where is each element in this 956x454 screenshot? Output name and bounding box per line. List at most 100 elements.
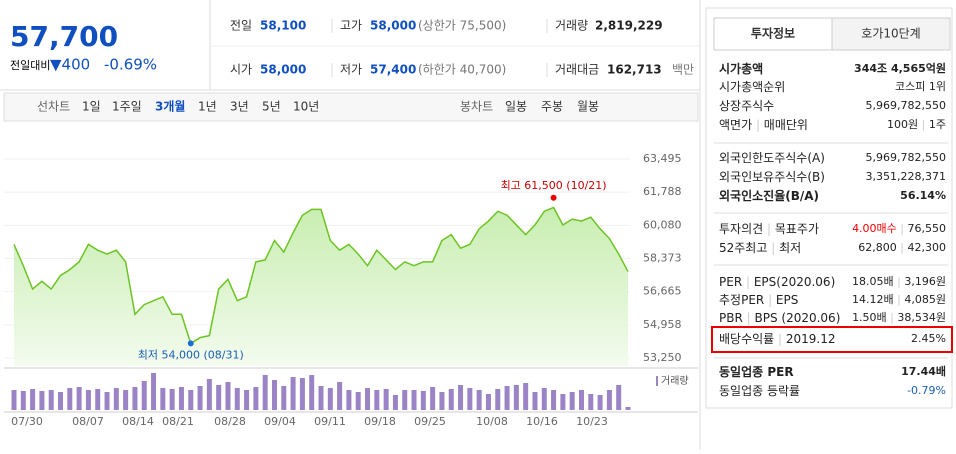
tab-label[interactable]: 투자정보 bbox=[751, 26, 795, 41]
label: 최저 bbox=[779, 241, 801, 255]
volume-bar bbox=[485, 394, 491, 410]
value: 14.12배 bbox=[852, 293, 894, 306]
summary-value: 57,400 bbox=[370, 63, 416, 77]
volume-bar bbox=[11, 390, 17, 410]
summary-value: 58,000 bbox=[260, 63, 306, 77]
volume-bar bbox=[197, 386, 203, 410]
row-label: 추정PER | EPS bbox=[719, 293, 798, 307]
volume-bar bbox=[383, 389, 389, 410]
volume-bar bbox=[392, 395, 398, 410]
value: 18.05배 bbox=[852, 275, 894, 288]
row-value: 코스피 1위 bbox=[895, 80, 946, 93]
label: 2019.12 bbox=[786, 332, 836, 346]
tab[interactable]: 1년 bbox=[198, 100, 217, 114]
volume-bar bbox=[206, 379, 212, 410]
volume-bar bbox=[467, 388, 473, 410]
tab[interactable]: 주봉 bbox=[541, 100, 563, 114]
volume-bar bbox=[271, 380, 277, 410]
label: 외국인보유주식수(B) bbox=[719, 170, 825, 184]
volume-bar bbox=[365, 388, 371, 410]
row-label: 외국인보유주식수(B) bbox=[719, 170, 825, 184]
tab[interactable]: 5년 bbox=[262, 100, 281, 114]
volume-bar bbox=[532, 392, 538, 410]
value: 56.14% bbox=[900, 189, 946, 202]
row-value: 5,969,782,550 bbox=[866, 99, 946, 112]
row-label: 상장주식수 bbox=[719, 99, 774, 113]
volume-bar bbox=[253, 387, 259, 410]
sep: | bbox=[774, 332, 786, 346]
row-value: 17.44배 bbox=[901, 364, 946, 378]
volume-bar bbox=[216, 385, 222, 410]
volume-bar bbox=[225, 382, 231, 410]
high-label: 최고 61,500 (10/21) bbox=[501, 179, 607, 192]
volume-bar bbox=[588, 394, 594, 410]
tab[interactable]: 1일 bbox=[82, 100, 101, 114]
x-tick-label: 09/18 bbox=[364, 415, 396, 428]
summary-note: (상한가 75,500) bbox=[418, 19, 506, 33]
volume-bar bbox=[504, 386, 510, 410]
value: 62,800 bbox=[858, 241, 897, 254]
volume-bar bbox=[30, 389, 36, 410]
label: EPS(2020.06) bbox=[754, 275, 835, 289]
volume-bar bbox=[411, 390, 417, 410]
volume-bar bbox=[95, 389, 101, 410]
sep: | bbox=[918, 118, 929, 131]
volume-bar bbox=[318, 386, 324, 410]
summary-value: 2,819,229 bbox=[595, 19, 663, 33]
tab[interactable]: 10년 bbox=[293, 100, 319, 114]
volume-bar bbox=[495, 389, 501, 410]
value: 17.44배 bbox=[901, 364, 946, 378]
volume-bar bbox=[430, 387, 436, 410]
value: 1주 bbox=[929, 118, 946, 131]
y-tick-label: 61,788 bbox=[643, 185, 682, 198]
row-label: 동일업종 등락률 bbox=[719, 384, 800, 398]
volume-bar bbox=[76, 387, 82, 410]
volume-bar bbox=[337, 382, 343, 410]
summary-label: 전일 bbox=[230, 19, 252, 33]
tab[interactable]: 3년 bbox=[230, 100, 249, 114]
y-tick-label: 60,080 bbox=[643, 218, 682, 231]
volume-bar bbox=[262, 375, 268, 410]
volume-bar bbox=[616, 385, 622, 410]
row-label: 동일업종 PER bbox=[719, 365, 794, 379]
volume-bar bbox=[625, 407, 631, 410]
volume-bar bbox=[160, 388, 166, 410]
value: 코스피 1위 bbox=[895, 80, 946, 93]
sep: | bbox=[763, 222, 775, 236]
tab[interactable]: 1주일 bbox=[112, 100, 142, 114]
sep: | bbox=[894, 275, 905, 288]
label: PBR bbox=[719, 311, 743, 325]
summary-label: 저가 bbox=[340, 63, 362, 77]
volume-bar bbox=[606, 390, 612, 410]
label: EPS bbox=[776, 293, 798, 307]
y-tick-label: 56,665 bbox=[643, 285, 682, 298]
volume-bar bbox=[48, 390, 54, 410]
row-label: 외국인소진율(B/A) bbox=[719, 188, 819, 203]
tab[interactable]: 월봉 bbox=[577, 100, 599, 114]
tab[interactable] bbox=[831, 17, 951, 51]
value: 38,534원 bbox=[897, 311, 946, 324]
value: 4,085원 bbox=[904, 293, 946, 306]
tab-label[interactable]: 호가10단계 bbox=[861, 27, 920, 41]
volume-bar bbox=[123, 390, 129, 410]
label: 동일업종 등락률 bbox=[719, 384, 800, 398]
row-value: 2.45% bbox=[911, 332, 946, 345]
tab[interactable] bbox=[713, 17, 833, 51]
tab[interactable]: 3개월 bbox=[155, 99, 185, 114]
volume-bar bbox=[299, 378, 305, 410]
label: 투자의견 bbox=[719, 222, 763, 236]
value: 344조 4,565억원 bbox=[854, 61, 946, 75]
volume-bar bbox=[141, 381, 147, 410]
volume-bar bbox=[420, 391, 426, 410]
tab[interactable]: 일봉 bbox=[505, 100, 527, 114]
label: 매매단위 bbox=[764, 118, 808, 132]
volume-bar bbox=[58, 392, 64, 410]
x-tick-label: 08/07 bbox=[72, 415, 104, 428]
volume-bar bbox=[309, 375, 315, 410]
volume-bar bbox=[578, 390, 584, 410]
sep: | bbox=[897, 222, 908, 235]
volume-bar bbox=[132, 387, 138, 410]
row-value: 18.05배 | 3,196원 bbox=[852, 275, 946, 288]
row-label: 투자의견 | 목표주가 bbox=[719, 222, 819, 236]
